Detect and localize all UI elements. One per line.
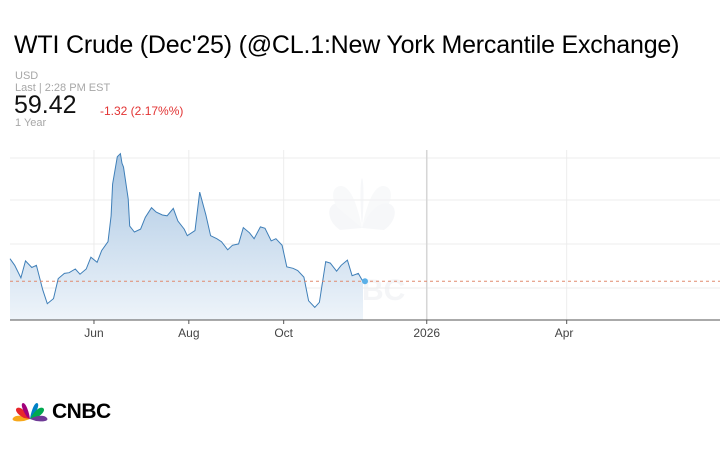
- price-line: [9, 152, 364, 309]
- peacock-icon: [12, 403, 48, 422]
- page-title: WTI Crude (Dec'25) (@CL.1:New York Merca…: [14, 31, 680, 59]
- last-price-marker[interactable]: [361, 278, 368, 285]
- chart-period: 1 Year: [15, 117, 47, 129]
- last-trade-time: Last | 2:28 PM EST: [15, 82, 111, 94]
- currency-label: USD: [15, 70, 39, 82]
- x-tick-label: Jun: [84, 326, 103, 340]
- x-tick-label: Aug: [178, 326, 199, 340]
- cnbc-wordmark: CNBC: [52, 400, 111, 423]
- x-tick-label: Oct: [274, 326, 293, 340]
- x-tick-label: 2026: [413, 326, 440, 340]
- price-area: [10, 153, 363, 320]
- cnbc-logo: CNBC: [10, 400, 140, 424]
- x-tick-label: Apr: [555, 326, 574, 340]
- price-change: -1.32 (2.17%%): [100, 104, 184, 118]
- last-price: 59.42: [14, 91, 77, 119]
- x-axis-ticks: Jun Aug Oct 2026 Apr: [84, 320, 573, 340]
